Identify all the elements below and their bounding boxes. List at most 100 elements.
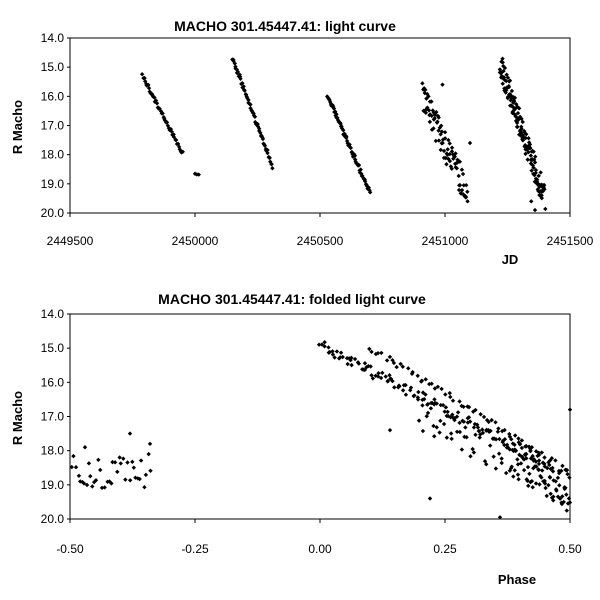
data-point [464, 435, 469, 440]
data-point [69, 464, 74, 470]
data-point [507, 78, 513, 83]
data-point [564, 492, 569, 497]
data-point [437, 430, 442, 435]
data-point [546, 482, 551, 488]
data-point [152, 99, 158, 104]
data-point [528, 145, 533, 151]
data-point [533, 170, 538, 176]
data-point [504, 442, 510, 448]
data-point [454, 414, 460, 419]
data-point [86, 461, 92, 466]
data-point [445, 409, 450, 415]
data-point [496, 451, 502, 456]
data-point [253, 119, 258, 125]
data-point [514, 102, 519, 107]
data-point [449, 166, 454, 171]
data-point [532, 179, 538, 184]
data-point [550, 469, 556, 474]
data-point [447, 141, 452, 146]
x-tick-label: 0.50 [558, 542, 582, 556]
data-point [327, 349, 332, 355]
data-point [542, 187, 547, 192]
data-point [535, 453, 540, 459]
data-point [438, 123, 444, 128]
data-point [160, 111, 165, 116]
data-point [431, 126, 436, 131]
y-tick-label: 19.0 [41, 478, 65, 492]
data-point [519, 438, 525, 443]
data-point [137, 476, 142, 482]
data-point [93, 478, 99, 483]
x-tick-label: 2449500 [47, 234, 94, 248]
data-point [432, 386, 438, 391]
data-point [460, 171, 466, 177]
data-point [383, 374, 388, 379]
data-point [335, 117, 341, 123]
data-point [362, 361, 368, 366]
data-point [471, 450, 477, 455]
data-point [510, 109, 515, 115]
data-point [503, 78, 509, 84]
data-point [456, 187, 462, 193]
data-point [529, 168, 534, 173]
data-point [493, 466, 499, 471]
data-point [559, 468, 564, 474]
data-point [564, 508, 570, 513]
data-point [424, 96, 429, 101]
data-point [486, 419, 491, 425]
data-point [173, 137, 179, 143]
data-point [260, 136, 266, 142]
data-point [536, 452, 542, 458]
data-point [447, 158, 453, 164]
data-point [99, 485, 105, 491]
data-point [146, 85, 152, 91]
data-point [512, 442, 517, 447]
data-point [447, 390, 452, 396]
data-point [445, 147, 450, 152]
chart-title: MACHO 301.45447.41: light curve [174, 18, 396, 34]
y-axis-label: R Macho [10, 100, 25, 154]
data-point [519, 124, 524, 129]
data-point [387, 354, 393, 360]
data-point [465, 189, 470, 194]
data-point [348, 145, 353, 151]
data-point [127, 478, 133, 483]
data-point [439, 129, 445, 134]
data-point [512, 468, 517, 473]
y-tick-label: 14.0 [41, 31, 65, 45]
data-point [146, 451, 151, 457]
data-point [544, 493, 549, 499]
data-point [540, 460, 546, 466]
data-point [502, 65, 508, 71]
data-point [453, 151, 458, 156]
data-point [509, 103, 514, 108]
data-point [531, 457, 537, 462]
y-tick-label: 18.0 [41, 444, 65, 458]
data-point [526, 136, 531, 141]
data-point [527, 446, 533, 451]
data-point [369, 373, 374, 378]
data-point [457, 429, 463, 435]
data-point [509, 88, 515, 94]
data-point [553, 458, 558, 463]
data-point [504, 445, 510, 450]
x-tick-label: 2451500 [547, 234, 594, 248]
data-point [524, 132, 529, 137]
data-point [434, 109, 439, 115]
data-point [441, 421, 447, 427]
data-point [121, 456, 126, 461]
data-point [88, 473, 93, 479]
folded-light-curve-chart: MACHO 301.45447.41: folded light curve R… [10, 291, 582, 587]
data-point [450, 152, 456, 157]
x-tick-label: -0.50 [56, 542, 84, 556]
data-point [423, 87, 428, 93]
data-point [500, 60, 505, 65]
data-point [326, 345, 331, 350]
data-point [527, 142, 533, 147]
data-point [71, 453, 76, 459]
data-point [515, 457, 520, 462]
data-point [123, 477, 128, 482]
data-point [512, 95, 518, 101]
data-point [369, 349, 374, 355]
data-point [560, 463, 565, 469]
